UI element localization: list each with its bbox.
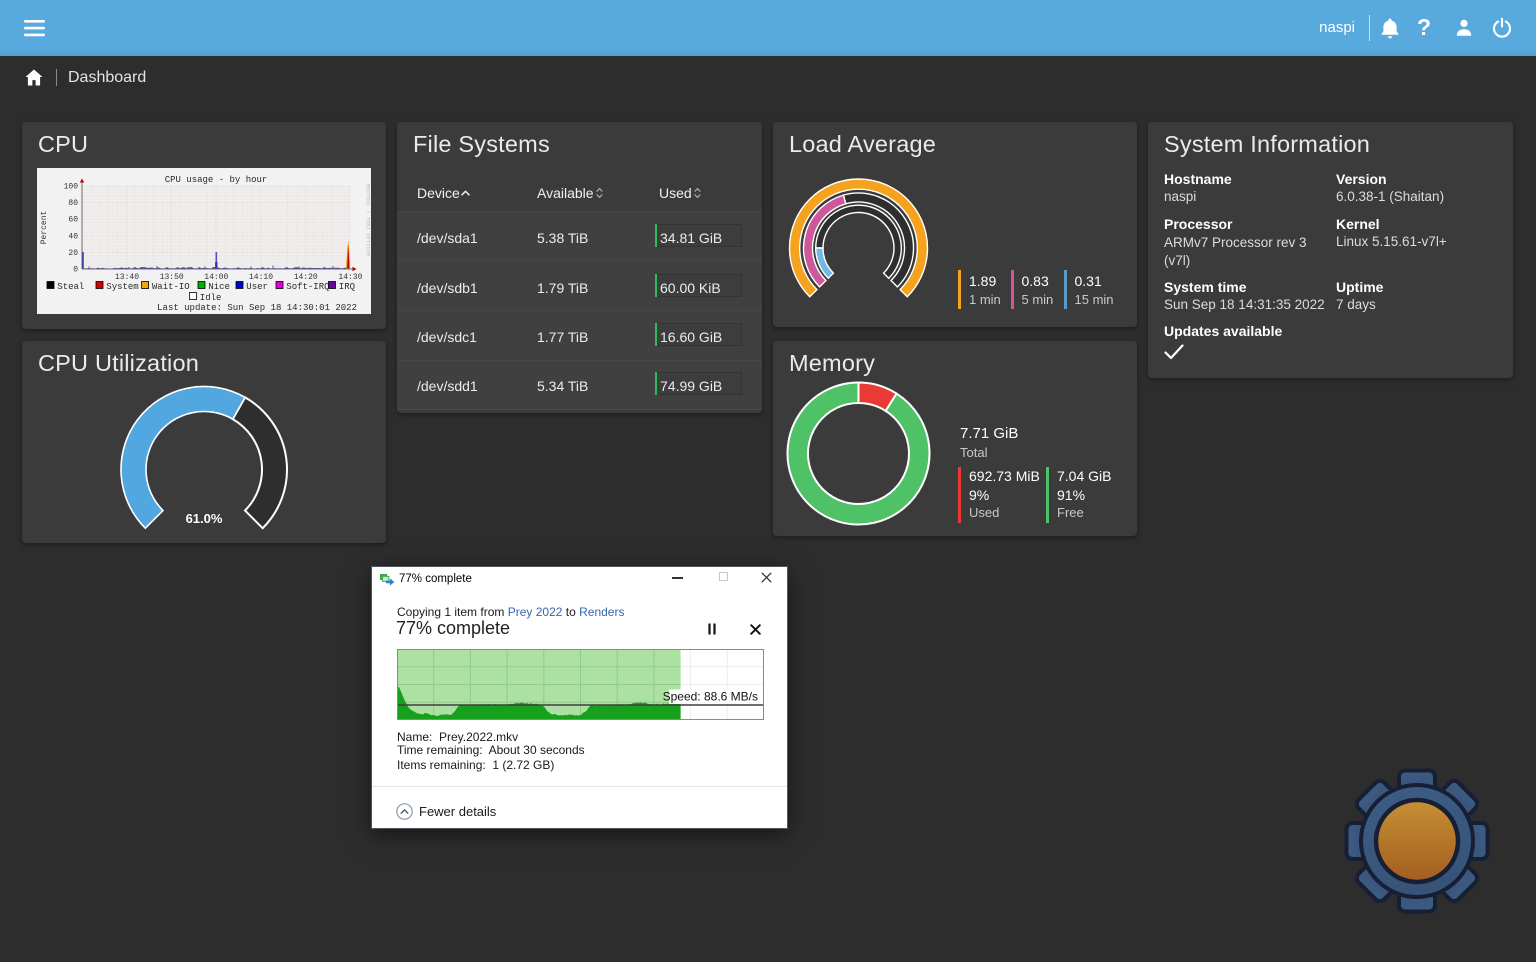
- svg-text:IRQ: IRQ: [339, 282, 355, 292]
- svg-text:80: 80: [68, 199, 78, 208]
- svg-text:100: 100: [64, 183, 79, 192]
- svg-text:User: User: [246, 282, 268, 292]
- svg-text:System: System: [106, 282, 138, 292]
- svg-text:Speed: 88.6 MB/s: Speed: 88.6 MB/s: [662, 690, 757, 704]
- svg-text:14:00: 14:00: [204, 273, 228, 282]
- svg-text:CPU usage - by hour: CPU usage - by hour: [165, 175, 268, 185]
- svg-text:20: 20: [68, 249, 78, 258]
- svg-text:Percent: Percent: [40, 211, 49, 245]
- svg-text:RRDTOOL / TOBI OETIKER: RRDTOOL / TOBI OETIKER: [365, 184, 372, 257]
- svg-text:13:50: 13:50: [160, 273, 184, 282]
- svg-text:Nice: Nice: [208, 282, 230, 292]
- svg-text:14:20: 14:20: [294, 273, 318, 282]
- svg-text:0: 0: [73, 266, 78, 275]
- svg-text:Soft-IRQ: Soft-IRQ: [286, 282, 329, 292]
- svg-text:Last update: Sun Sep 18 14:30:: Last update: Sun Sep 18 14:30:01 2022: [157, 303, 357, 313]
- svg-text:60: 60: [68, 216, 78, 225]
- svg-text:13:40: 13:40: [115, 273, 139, 282]
- svg-text:Steal: Steal: [57, 282, 84, 292]
- svg-text:Wait-IO: Wait-IO: [152, 282, 190, 292]
- svg-text:14:30: 14:30: [338, 273, 362, 282]
- svg-text:Idle: Idle: [200, 293, 222, 303]
- svg-text:14:10: 14:10: [249, 273, 273, 282]
- svg-text:40: 40: [68, 232, 78, 241]
